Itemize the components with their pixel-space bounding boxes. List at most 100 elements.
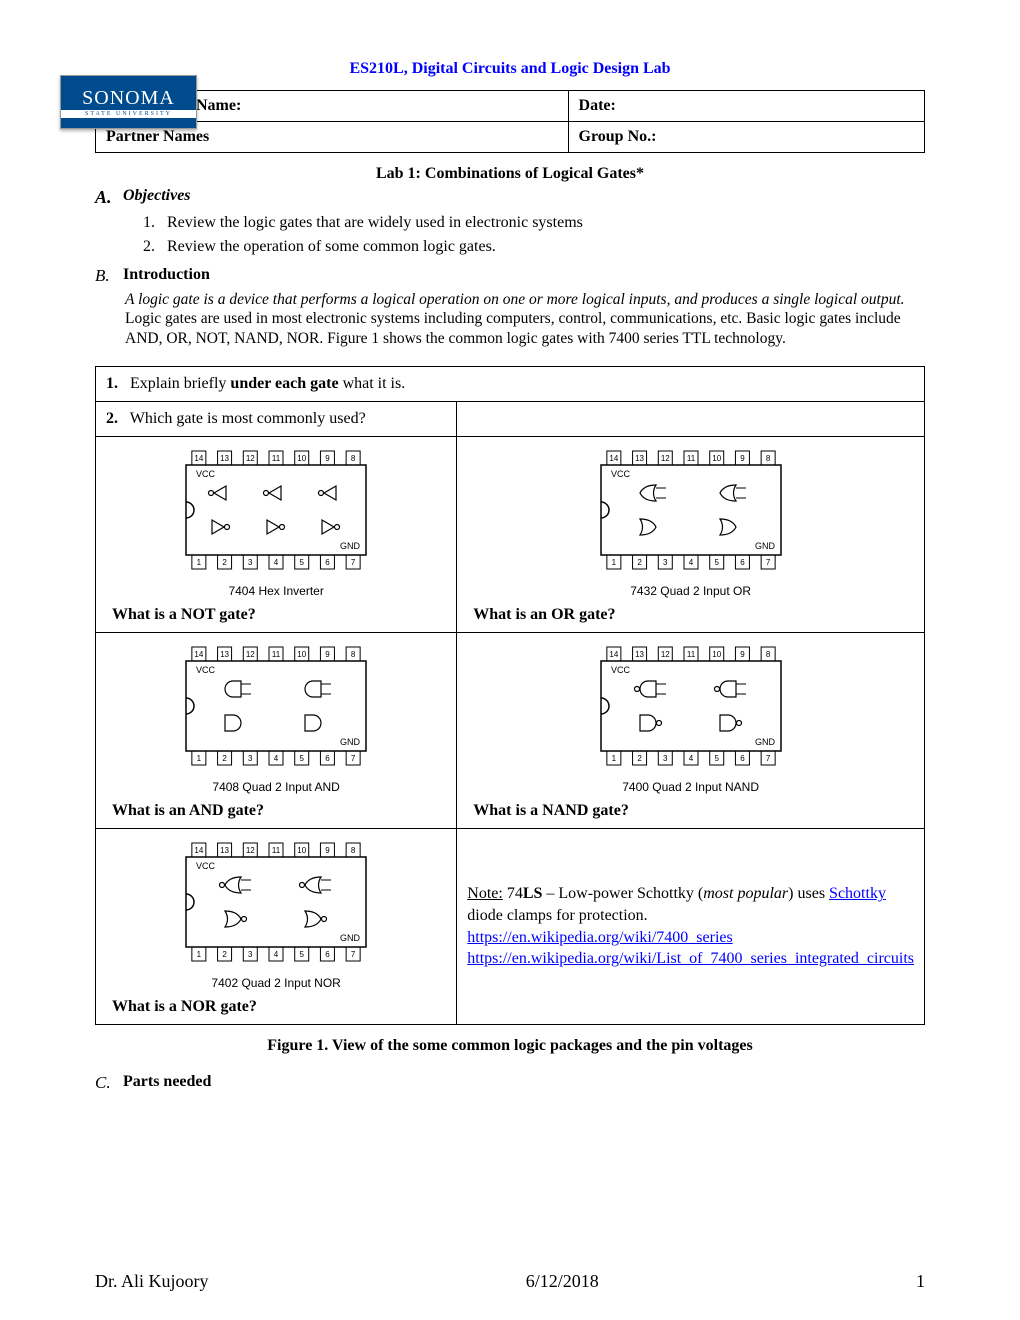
q2-text: Which gate is most commonly used? [130, 410, 366, 427]
svg-text:3: 3 [248, 558, 253, 567]
svg-text:GND: GND [755, 541, 776, 551]
q1-cell: 1. Explain briefly under each gate what … [96, 367, 925, 402]
svg-text:4: 4 [688, 754, 693, 763]
note-b3: ) uses [788, 885, 829, 902]
svg-text:8: 8 [351, 454, 356, 463]
q2-num: 2. [106, 410, 118, 427]
svg-text:VCC: VCC [196, 665, 216, 675]
svg-text:3: 3 [248, 950, 253, 959]
svg-text:2: 2 [222, 558, 227, 567]
gates-table: 1. Explain briefly under each gate what … [95, 366, 925, 1025]
svg-text:VCC: VCC [611, 469, 631, 479]
objective-1-text: Review the logic gates that are widely u… [167, 214, 583, 232]
q1-c: what it is. [339, 375, 406, 392]
nand-chip: 1411321231141059687VCCGND [581, 641, 801, 776]
svg-text:9: 9 [740, 454, 745, 463]
svg-text:6: 6 [325, 558, 330, 567]
svg-text:2: 2 [222, 754, 227, 763]
svg-text:7: 7 [351, 950, 356, 959]
section-b-letter: B. [95, 266, 123, 286]
svg-text:12: 12 [660, 650, 669, 659]
nand-caption: 7400 Quad 2 Input NAND [467, 780, 914, 794]
svg-text:5: 5 [300, 754, 305, 763]
logo-subtext: STATE UNIVERSITY [61, 110, 196, 118]
footer-date: 6/12/2018 [526, 1271, 599, 1292]
svg-text:5: 5 [300, 558, 305, 567]
svg-text:14: 14 [609, 650, 618, 659]
svg-text:GND: GND [340, 737, 361, 747]
svg-text:13: 13 [220, 846, 229, 855]
svg-text:10: 10 [712, 650, 721, 659]
and-cell: 1411321231141059687VCCGND 7408 Quad 2 In… [96, 633, 457, 829]
intro-rest: Logic gates are used in most electronic … [125, 310, 901, 346]
header-table: Name: Date: Partner Names Group No.: [95, 90, 925, 153]
svg-text:8: 8 [766, 650, 771, 659]
footer-page: 1 [916, 1271, 925, 1292]
note-b2: – Low-power Schottky ( [542, 885, 703, 902]
svg-text:9: 9 [325, 454, 330, 463]
svg-text:VCC: VCC [196, 861, 216, 871]
svg-text:8: 8 [766, 454, 771, 463]
objective-2-text: Review the operation of some common logi… [167, 238, 496, 256]
and-question: What is an AND gate? [106, 802, 446, 820]
svg-text:1: 1 [611, 558, 616, 567]
svg-text:7: 7 [766, 754, 771, 763]
or-chip: 1411321231141059687VCCGND [581, 445, 801, 580]
not-cell: 1411321231141059687VCCGND 7404 Hex Inver… [96, 437, 457, 633]
section-a-label: Objectives [123, 187, 191, 208]
svg-text:8: 8 [351, 846, 356, 855]
svg-text:1: 1 [197, 558, 202, 567]
svg-text:2: 2 [637, 754, 642, 763]
svg-text:5: 5 [714, 558, 719, 567]
section-a-letter: A. [95, 187, 123, 208]
and-chip: 1411321231141059687VCCGND [166, 641, 386, 776]
link-7400[interactable]: https://en.wikipedia.org/wiki/7400_serie… [467, 929, 732, 946]
svg-text:2: 2 [222, 950, 227, 959]
svg-text:GND: GND [755, 737, 776, 747]
svg-text:3: 3 [248, 754, 253, 763]
svg-text:13: 13 [635, 454, 644, 463]
note-cell: Note: 74LS – Low-power Schottky (most po… [457, 829, 925, 1025]
logo-text: SONOMA [82, 87, 175, 110]
svg-text:11: 11 [686, 454, 695, 463]
not-question: What is a NOT gate? [106, 606, 446, 624]
page: SONOMA STATE UNIVERSITY ES210L, Digital … [0, 0, 1020, 1320]
nand-question: What is a NAND gate? [467, 802, 914, 820]
svg-text:5: 5 [300, 950, 305, 959]
svg-text:3: 3 [663, 754, 668, 763]
intro-lead: A logic gate is a device that performs a… [125, 291, 905, 308]
not-caption: 7404 Hex Inverter [106, 584, 446, 598]
schottky-link[interactable]: Schottky [829, 885, 886, 902]
svg-text:6: 6 [325, 754, 330, 763]
svg-text:13: 13 [220, 454, 229, 463]
note-prefix: Note: [467, 885, 503, 902]
svg-text:1: 1 [197, 754, 202, 763]
svg-text:7: 7 [766, 558, 771, 567]
footer-author: Dr. Ali Kujoory [95, 1271, 209, 1292]
and-caption: 7408 Quad 2 Input AND [106, 780, 446, 794]
link-7400-list[interactable]: https://en.wikipedia.org/wiki/List_of_74… [467, 950, 914, 967]
svg-text:10: 10 [297, 650, 306, 659]
figure-caption: Figure 1. View of the some common logic … [95, 1037, 925, 1055]
svg-text:12: 12 [246, 846, 255, 855]
svg-text:13: 13 [635, 650, 644, 659]
svg-text:14: 14 [195, 650, 204, 659]
svg-text:3: 3 [663, 558, 668, 567]
course-title: ES210L, Digital Circuits and Logic Desig… [95, 60, 925, 78]
section-c: C. Parts needed [95, 1073, 925, 1093]
svg-text:1: 1 [611, 754, 616, 763]
svg-text:9: 9 [740, 650, 745, 659]
date-cell: Date: [568, 91, 924, 122]
svg-text:11: 11 [272, 846, 281, 855]
not-chip: 1411321231141059687VCCGND [166, 445, 386, 580]
svg-text:11: 11 [272, 454, 281, 463]
q1-b: under each gate [230, 375, 338, 392]
nor-cell: 1411321231141059687VCCGND 7402 Quad 2 In… [96, 829, 457, 1025]
note-b4: diode clamps for protection. [467, 907, 647, 924]
svg-text:12: 12 [246, 454, 255, 463]
svg-text:10: 10 [297, 454, 306, 463]
svg-text:VCC: VCC [196, 469, 216, 479]
lab-title: Lab 1: Combinations of Logical Gates* [95, 165, 925, 183]
section-a: A. Objectives [95, 187, 925, 208]
svg-text:4: 4 [274, 558, 279, 567]
